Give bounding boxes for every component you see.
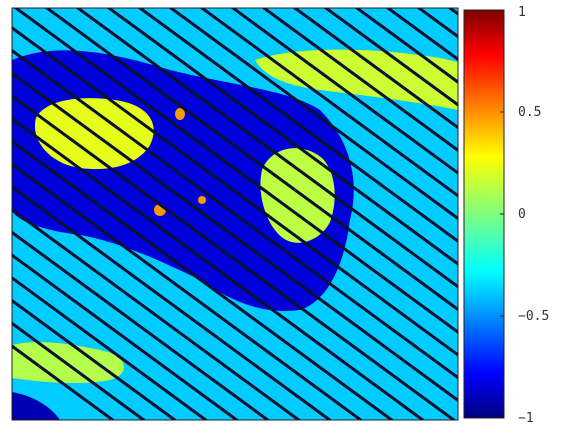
colorbar-tick-label: −0.5 [518, 309, 549, 324]
stripe-line [12, 48, 458, 380]
stripe-line [12, 344, 116, 420]
stripe-line [230, 8, 458, 175]
stripe-line [354, 8, 458, 84]
stripe-line [12, 230, 271, 420]
orange-spot [175, 108, 185, 120]
yellow-patch [255, 49, 458, 110]
colorbar-tick-label: 1 [518, 5, 526, 20]
colorbar-ticks: 1 0.5 0 −0.5 −1 [500, 5, 549, 426]
stripe-line [12, 207, 302, 420]
stripe-line [12, 94, 457, 420]
stripe-line [12, 116, 426, 420]
stripe-line [12, 162, 364, 420]
stripe-line [44, 8, 458, 312]
dark-blue-corner [12, 392, 60, 420]
stripe-line [447, 8, 458, 16]
stripe-line [199, 8, 458, 198]
plot-frame [11, 7, 459, 421]
colorbar-tick-label: −1 [518, 411, 534, 426]
stripe-line [261, 8, 458, 153]
stripe-line [168, 8, 458, 221]
colorbar-tick-label: 0 [518, 207, 526, 222]
stripe-line [106, 8, 458, 266]
stripe-line [501, 0, 579, 429]
colorbar-tick-label: 0.5 [518, 105, 541, 120]
yellow-patch [260, 148, 335, 243]
stripe-line [532, 0, 579, 429]
stripe-line [12, 71, 458, 403]
stripe-line [75, 8, 458, 289]
stripe-line [12, 139, 395, 420]
stripe-line [137, 8, 458, 244]
stripe-line [12, 253, 240, 420]
stripe-line [12, 185, 333, 420]
colorbar: 1 0.5 0 −0.5 −1 [463, 5, 549, 426]
colorbar-bar [463, 9, 505, 419]
orange-spot [198, 196, 206, 204]
stripe-line [12, 321, 147, 420]
stripe-line [323, 8, 458, 107]
stripe-line [13, 8, 458, 335]
stripe-line [12, 298, 178, 420]
yellow-patch [12, 342, 124, 384]
stripe-line [292, 8, 458, 130]
stripe-line [12, 276, 209, 420]
